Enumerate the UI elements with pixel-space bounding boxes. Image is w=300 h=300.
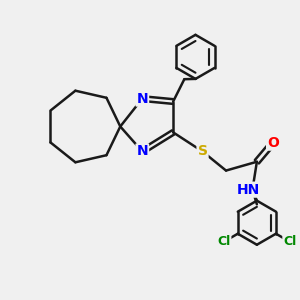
Text: N: N: [136, 92, 148, 106]
Text: HN: HN: [236, 183, 260, 197]
Text: Cl: Cl: [217, 235, 230, 248]
Text: O: O: [267, 136, 279, 150]
Text: N: N: [136, 145, 148, 158]
Text: Cl: Cl: [283, 235, 297, 248]
Text: S: S: [197, 145, 208, 158]
